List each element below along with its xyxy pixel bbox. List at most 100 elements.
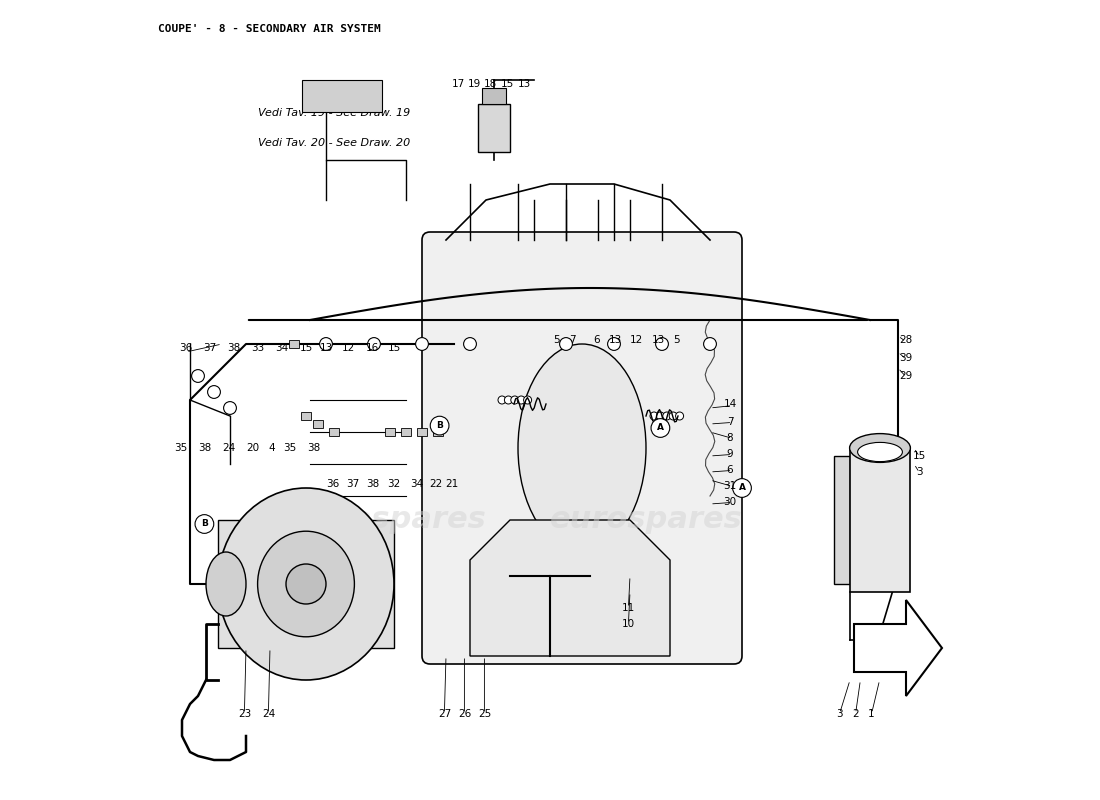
- Text: 35: 35: [284, 443, 297, 453]
- Polygon shape: [854, 600, 942, 696]
- Text: 24: 24: [222, 443, 235, 453]
- Text: 34: 34: [275, 343, 288, 353]
- Circle shape: [650, 412, 658, 420]
- Text: 37: 37: [204, 343, 217, 353]
- Bar: [482, 88, 506, 104]
- Text: 23: 23: [238, 709, 251, 718]
- Circle shape: [223, 402, 236, 414]
- Bar: [302, 80, 382, 112]
- Circle shape: [430, 416, 449, 435]
- Bar: [289, 340, 299, 348]
- Text: 24: 24: [262, 709, 275, 718]
- Text: eurospares: eurospares: [294, 506, 486, 534]
- Bar: [417, 428, 427, 436]
- Text: 29: 29: [900, 371, 913, 381]
- Text: 11: 11: [621, 603, 635, 613]
- Text: 38: 38: [198, 443, 211, 453]
- Bar: [850, 448, 910, 592]
- Text: 4: 4: [268, 443, 275, 453]
- Circle shape: [498, 396, 506, 404]
- Text: 15: 15: [299, 343, 312, 353]
- Bar: [329, 428, 339, 436]
- Text: 3: 3: [916, 467, 923, 477]
- Text: 8: 8: [727, 433, 734, 442]
- Text: 2: 2: [852, 709, 859, 718]
- Text: 16: 16: [366, 343, 379, 353]
- Circle shape: [607, 338, 620, 350]
- Bar: [834, 456, 850, 584]
- Text: 28: 28: [900, 335, 913, 345]
- Text: 36: 36: [326, 479, 339, 489]
- Text: B: B: [437, 421, 443, 430]
- Text: Vedi Tav. 19 - See Draw. 19: Vedi Tav. 19 - See Draw. 19: [258, 108, 410, 118]
- Circle shape: [656, 338, 669, 350]
- Circle shape: [191, 370, 205, 382]
- Text: 30: 30: [724, 497, 737, 506]
- Text: 25: 25: [477, 709, 491, 718]
- Bar: [385, 428, 395, 436]
- Ellipse shape: [849, 434, 911, 462]
- Text: 38: 38: [307, 443, 320, 453]
- Circle shape: [195, 514, 213, 534]
- Text: 13: 13: [518, 79, 531, 89]
- Text: 13: 13: [651, 335, 664, 345]
- Text: 15: 15: [913, 451, 926, 461]
- Text: 3: 3: [836, 709, 843, 718]
- Text: 38: 38: [228, 343, 241, 353]
- Text: 1: 1: [868, 709, 875, 718]
- Text: 32: 32: [387, 479, 400, 489]
- Text: 9: 9: [727, 449, 734, 458]
- Text: 18: 18: [483, 79, 496, 89]
- Circle shape: [208, 386, 220, 398]
- Text: 31: 31: [724, 481, 737, 490]
- Circle shape: [704, 338, 716, 350]
- Text: 20: 20: [245, 443, 258, 453]
- Bar: [301, 412, 311, 420]
- Text: 26: 26: [458, 709, 471, 718]
- Text: eurospares: eurospares: [550, 506, 742, 534]
- Text: 14: 14: [724, 399, 737, 409]
- Circle shape: [669, 412, 678, 420]
- Text: 15: 15: [500, 79, 514, 89]
- Bar: [433, 428, 443, 436]
- Ellipse shape: [858, 442, 902, 462]
- Text: B: B: [201, 519, 208, 529]
- Ellipse shape: [518, 344, 646, 552]
- Circle shape: [286, 564, 326, 604]
- Text: 38: 38: [366, 479, 379, 489]
- Text: 7: 7: [727, 417, 734, 426]
- Text: 15: 15: [387, 343, 400, 353]
- Bar: [402, 428, 410, 436]
- Text: COUPE' - 8 - SECONDARY AIR SYSTEM: COUPE' - 8 - SECONDARY AIR SYSTEM: [158, 24, 381, 34]
- Text: 6: 6: [727, 465, 734, 474]
- Text: 35: 35: [174, 443, 187, 453]
- Text: 10: 10: [621, 619, 635, 629]
- Circle shape: [416, 338, 428, 350]
- FancyBboxPatch shape: [422, 232, 742, 664]
- Circle shape: [505, 396, 513, 404]
- Text: 37: 37: [345, 479, 359, 489]
- Bar: [218, 520, 394, 648]
- Text: 39: 39: [900, 354, 913, 363]
- Text: 6: 6: [593, 335, 600, 345]
- Text: 19: 19: [468, 79, 481, 89]
- Circle shape: [463, 338, 476, 350]
- Text: 12: 12: [630, 335, 644, 345]
- Circle shape: [733, 478, 751, 498]
- Circle shape: [657, 412, 664, 420]
- Circle shape: [320, 338, 332, 350]
- Text: 33: 33: [252, 343, 265, 353]
- Text: A: A: [657, 423, 664, 433]
- Text: 22: 22: [429, 479, 442, 489]
- Polygon shape: [470, 520, 670, 656]
- Circle shape: [560, 338, 572, 350]
- Circle shape: [524, 396, 531, 404]
- Text: A: A: [738, 483, 746, 493]
- Text: 27: 27: [438, 709, 451, 718]
- Text: 7: 7: [569, 335, 575, 345]
- Text: 34: 34: [410, 479, 424, 489]
- Text: 13: 13: [609, 335, 623, 345]
- Circle shape: [675, 412, 683, 420]
- Text: 17: 17: [451, 79, 464, 89]
- Text: 21: 21: [446, 479, 459, 489]
